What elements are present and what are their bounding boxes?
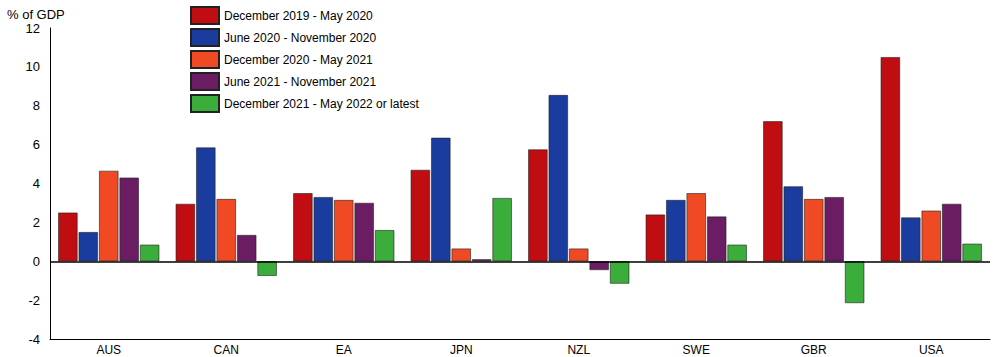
svg-text:6: 6 — [33, 137, 40, 152]
svg-text:12: 12 — [26, 21, 40, 36]
svg-text:10: 10 — [26, 59, 40, 74]
svg-text:June 2020 - November 2020: June 2020 - November 2020 — [224, 31, 376, 45]
svg-text:EA: EA — [336, 343, 352, 357]
svg-text:SWE: SWE — [683, 343, 710, 357]
svg-text:0: 0 — [33, 254, 40, 269]
svg-text:December 2020 - May 2021: December 2020 - May 2021 — [224, 53, 373, 67]
svg-text:NZL: NZL — [567, 343, 590, 357]
svg-text:December 2019 - May 2020: December 2019 - May 2020 — [224, 9, 373, 23]
svg-text:-4: -4 — [28, 332, 40, 347]
svg-text:CAN: CAN — [214, 343, 239, 357]
svg-text:4: 4 — [33, 176, 40, 191]
svg-text:June 2021 - November 2021: June 2021 - November 2021 — [224, 75, 376, 89]
svg-text:2: 2 — [33, 215, 40, 230]
svg-text:% of GDP: % of GDP — [7, 7, 65, 22]
svg-text:GBR: GBR — [801, 343, 827, 357]
svg-text:December 2021 - May 2022 or la: December 2021 - May 2022 or latest — [224, 97, 419, 111]
svg-text:USA: USA — [919, 343, 944, 357]
svg-text:JPN: JPN — [450, 343, 473, 357]
svg-text:8: 8 — [33, 98, 40, 113]
svg-text:-2: -2 — [28, 293, 40, 308]
svg-text:AUS: AUS — [96, 343, 121, 357]
